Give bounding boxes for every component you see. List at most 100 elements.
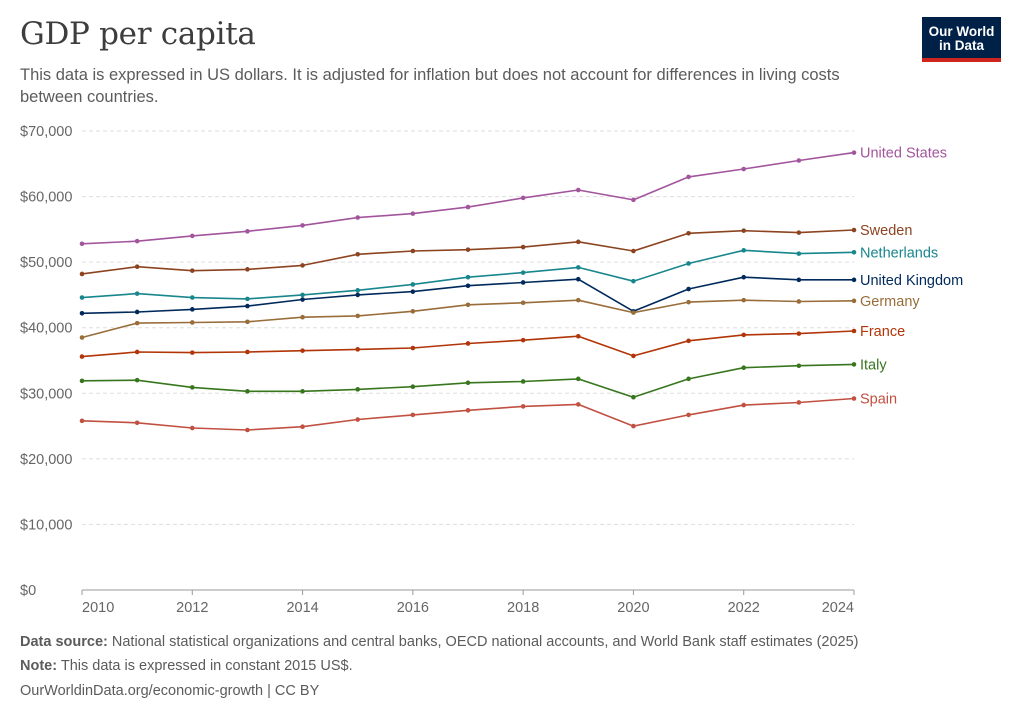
data-point-italy[interactable] xyxy=(355,387,361,392)
data-point-united-states[interactable] xyxy=(520,195,526,201)
data-point-italy[interactable] xyxy=(410,384,416,390)
series-label-italy[interactable]: Italy xyxy=(860,357,887,373)
series-line-united-kingdom[interactable] xyxy=(81,276,854,315)
data-point-italy[interactable] xyxy=(520,379,526,384)
data-point-germany[interactable] xyxy=(796,299,802,304)
data-point-italy[interactable] xyxy=(851,362,857,367)
data-point-spain[interactable] xyxy=(300,424,305,430)
data-point-germany[interactable] xyxy=(300,314,305,320)
data-point-germany[interactable] xyxy=(134,320,140,326)
data-point-sweden[interactable] xyxy=(575,239,581,245)
data-point-united-kingdom[interactable] xyxy=(410,289,416,294)
data-point-france[interactable] xyxy=(410,345,416,351)
data-point-germany[interactable] xyxy=(410,309,416,314)
data-point-united-states[interactable] xyxy=(796,158,802,163)
data-point-united-states[interactable] xyxy=(355,215,361,220)
series-label-sweden[interactable]: Sweden xyxy=(860,223,912,239)
data-point-germany[interactable] xyxy=(79,335,85,340)
data-point-germany[interactable] xyxy=(575,297,581,303)
data-point-france[interactable] xyxy=(134,349,140,355)
data-point-sweden[interactable] xyxy=(245,267,250,272)
series-line-united-states[interactable] xyxy=(81,151,855,245)
data-point-italy[interactable] xyxy=(300,389,305,394)
data-point-sweden[interactable] xyxy=(355,251,361,257)
data-point-sweden[interactable] xyxy=(300,263,305,268)
data-point-germany[interactable] xyxy=(631,310,636,315)
data-point-united-states[interactable] xyxy=(189,233,195,239)
data-point-united-kingdom[interactable] xyxy=(134,309,140,315)
data-point-france[interactable] xyxy=(686,338,691,344)
data-point-spain[interactable] xyxy=(741,402,747,408)
owid-logo[interactable]: Our World in Data xyxy=(922,17,1001,62)
series-lines[interactable] xyxy=(79,150,857,433)
data-point-france[interactable] xyxy=(300,348,305,353)
data-point-spain[interactable] xyxy=(410,412,416,418)
data-point-united-kingdom[interactable] xyxy=(300,297,305,302)
data-point-spain[interactable] xyxy=(134,420,140,426)
data-point-netherlands[interactable] xyxy=(79,295,85,300)
data-point-united-states[interactable] xyxy=(245,229,250,234)
data-point-france[interactable] xyxy=(741,332,747,338)
data-point-italy[interactable] xyxy=(631,394,636,400)
series-label-france[interactable]: France xyxy=(860,324,905,340)
data-point-spain[interactable] xyxy=(520,404,526,409)
data-point-united-states[interactable] xyxy=(686,174,691,180)
data-point-spain[interactable] xyxy=(79,418,85,424)
data-point-france[interactable] xyxy=(851,328,857,334)
data-point-germany[interactable] xyxy=(741,297,747,303)
data-point-france[interactable] xyxy=(189,350,195,355)
series-line-netherlands[interactable] xyxy=(81,249,855,300)
data-point-italy[interactable] xyxy=(575,376,581,382)
data-point-netherlands[interactable] xyxy=(520,270,526,275)
data-point-united-kingdom[interactable] xyxy=(355,292,361,298)
data-point-netherlands[interactable] xyxy=(245,296,250,302)
data-point-netherlands[interactable] xyxy=(300,292,305,298)
data-point-italy[interactable] xyxy=(245,389,250,394)
series-label-united-kingdom[interactable]: United Kingdom xyxy=(860,273,963,289)
data-point-italy[interactable] xyxy=(134,377,140,383)
data-point-united-states[interactable] xyxy=(465,204,471,210)
data-point-netherlands[interactable] xyxy=(410,282,416,287)
data-point-spain[interactable] xyxy=(355,417,361,422)
series-label-germany[interactable]: Germany xyxy=(860,294,920,310)
data-point-spain[interactable] xyxy=(245,427,250,433)
data-point-united-kingdom[interactable] xyxy=(851,277,857,283)
data-point-netherlands[interactable] xyxy=(355,288,361,293)
data-point-france[interactable] xyxy=(465,341,471,346)
data-point-united-kingdom[interactable] xyxy=(245,303,250,309)
credit-link[interactable]: OurWorldinData.org/economic-growth | CC … xyxy=(20,683,320,699)
data-point-italy[interactable] xyxy=(796,363,802,369)
data-point-germany[interactable] xyxy=(245,319,250,325)
data-point-sweden[interactable] xyxy=(851,227,857,233)
data-point-germany[interactable] xyxy=(189,320,195,325)
series-label-netherlands[interactable]: Netherlands xyxy=(860,245,938,261)
data-point-united-states[interactable] xyxy=(410,211,416,216)
data-point-sweden[interactable] xyxy=(796,230,802,235)
data-point-italy[interactable] xyxy=(189,385,195,390)
data-point-germany[interactable] xyxy=(355,313,361,319)
data-point-united-kingdom[interactable] xyxy=(520,280,526,285)
data-point-united-kingdom[interactable] xyxy=(741,274,747,280)
data-point-france[interactable] xyxy=(631,353,636,359)
data-point-spain[interactable] xyxy=(851,396,857,401)
data-point-france[interactable] xyxy=(355,347,361,352)
data-point-united-kingdom[interactable] xyxy=(575,276,581,282)
data-point-united-kingdom[interactable] xyxy=(79,310,85,316)
data-point-france[interactable] xyxy=(79,354,85,359)
data-point-netherlands[interactable] xyxy=(686,261,691,266)
data-point-germany[interactable] xyxy=(465,302,471,308)
data-point-netherlands[interactable] xyxy=(575,265,581,270)
data-point-spain[interactable] xyxy=(465,408,471,413)
data-point-netherlands[interactable] xyxy=(796,251,802,256)
data-point-spain[interactable] xyxy=(631,423,636,429)
data-point-netherlands[interactable] xyxy=(851,250,857,255)
data-point-united-kingdom[interactable] xyxy=(796,277,802,283)
data-point-sweden[interactable] xyxy=(686,230,691,236)
data-point-germany[interactable] xyxy=(851,298,857,304)
data-point-united-kingdom[interactable] xyxy=(686,286,691,292)
data-point-spain[interactable] xyxy=(686,412,691,418)
data-point-italy[interactable] xyxy=(686,376,691,382)
data-point-sweden[interactable] xyxy=(631,248,636,254)
data-point-sweden[interactable] xyxy=(79,271,85,277)
